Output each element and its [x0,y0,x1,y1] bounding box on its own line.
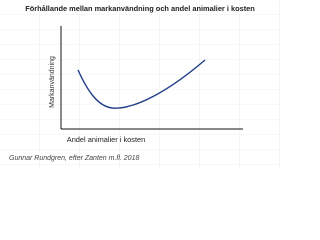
x-axis-label: Andel animalier i kosten [67,135,145,144]
curve [77,59,206,109]
figure: Förhållande mellan markanvändning och an… [0,0,280,168]
caption: Gunnar Rundgren, efter Zanten m.fl. 2018 [9,155,139,162]
y-axis-label: Markanvändning [49,56,56,108]
title: Förhållande mellan markanvändning och an… [25,4,255,13]
sheet-grid [0,0,280,168]
